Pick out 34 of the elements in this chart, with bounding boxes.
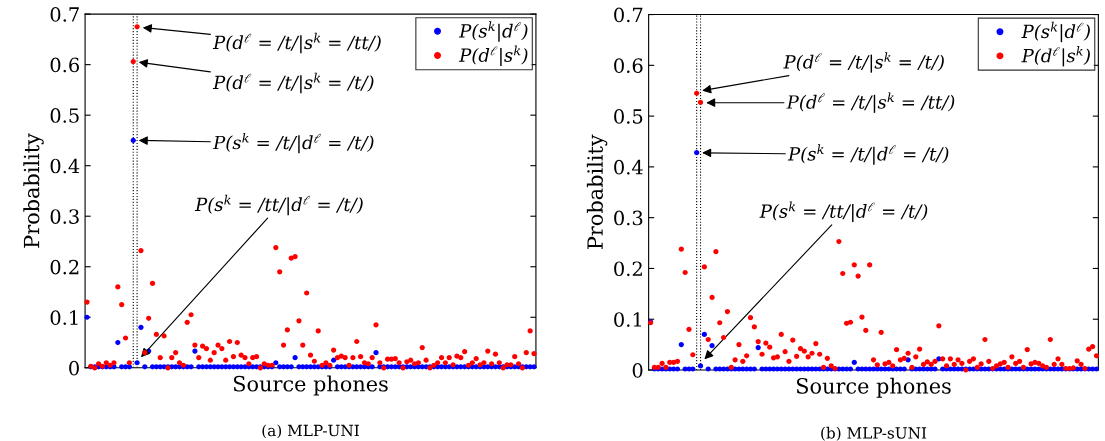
annotation: P(d$^{ℓ}$ = /t/|s$^{k}$ = /tt/): [786, 92, 955, 113]
legend-label: P(s$^{k}$|d$^{ℓ}$): [1021, 21, 1090, 43]
annotation: P(d$^{ℓ}$ = /t/|s$^{k}$ = /tt/): [212, 32, 381, 54]
y-tick-label: 0.4: [50, 158, 80, 174]
x-axis-title: Source phones: [796, 377, 951, 398]
annotation: P(s$^{k}$ = /tt/|d$^{ℓ}$ = /t/): [194, 194, 363, 216]
legend-label: P(d$^{ℓ}$|s$^{k}$): [1021, 45, 1090, 67]
y-tick-label: 0.7: [50, 7, 79, 22]
legend-label: P(d$^{ℓ}$|s$^{k}$): [458, 45, 528, 66]
annotation: P(s$^{k}$ = /tt/|d$^{ℓ}$ = /t/): [759, 201, 928, 222]
legend-label: P(s$^{k}$|d$^{ℓ}$): [458, 21, 528, 42]
y-tick-label: 0.6: [614, 58, 643, 73]
y-tick-label: 0.7: [614, 7, 643, 23]
y-tick-label: 0.2: [50, 259, 79, 275]
y-tick-label: 0.5: [614, 109, 643, 124]
y-tick-label: 0.1: [50, 310, 78, 325]
y-axis-title: Probability: [586, 134, 608, 249]
y-tick-label: 0.3: [50, 209, 79, 224]
y-tick-label: 0.5: [50, 108, 79, 123]
y-tick-label: 0.4: [614, 159, 643, 175]
y-tick-label: 0: [632, 362, 643, 378]
y-tick-label: 0.1: [614, 312, 642, 327]
text: (b) MLP-sUNI: [821, 426, 927, 441]
text: (a) MLP-UNI: [262, 424, 359, 439]
y-tick-label: 0.2: [614, 261, 642, 277]
y-axis-title: Probability: [23, 133, 44, 248]
y-tick-label: 0.3: [614, 210, 643, 226]
x-axis-title: Source phones: [233, 375, 388, 396]
y-tick-label: 0: [69, 360, 79, 376]
annotation: P(d$^{ℓ}$ = /t/|s$^{k}$ = /t/): [212, 72, 374, 94]
annotation: P(s$^{k}$ = /t/|d$^{ℓ}$ = /t/): [212, 132, 374, 154]
annotation: P(d$^{ℓ}$ = /t/|s$^{k}$ = /t/): [783, 52, 944, 73]
y-tick-label: 0.6: [50, 57, 79, 73]
annotation: P(s$^{k}$ = /t/|d$^{ℓ}$ = /t/): [787, 144, 949, 165]
